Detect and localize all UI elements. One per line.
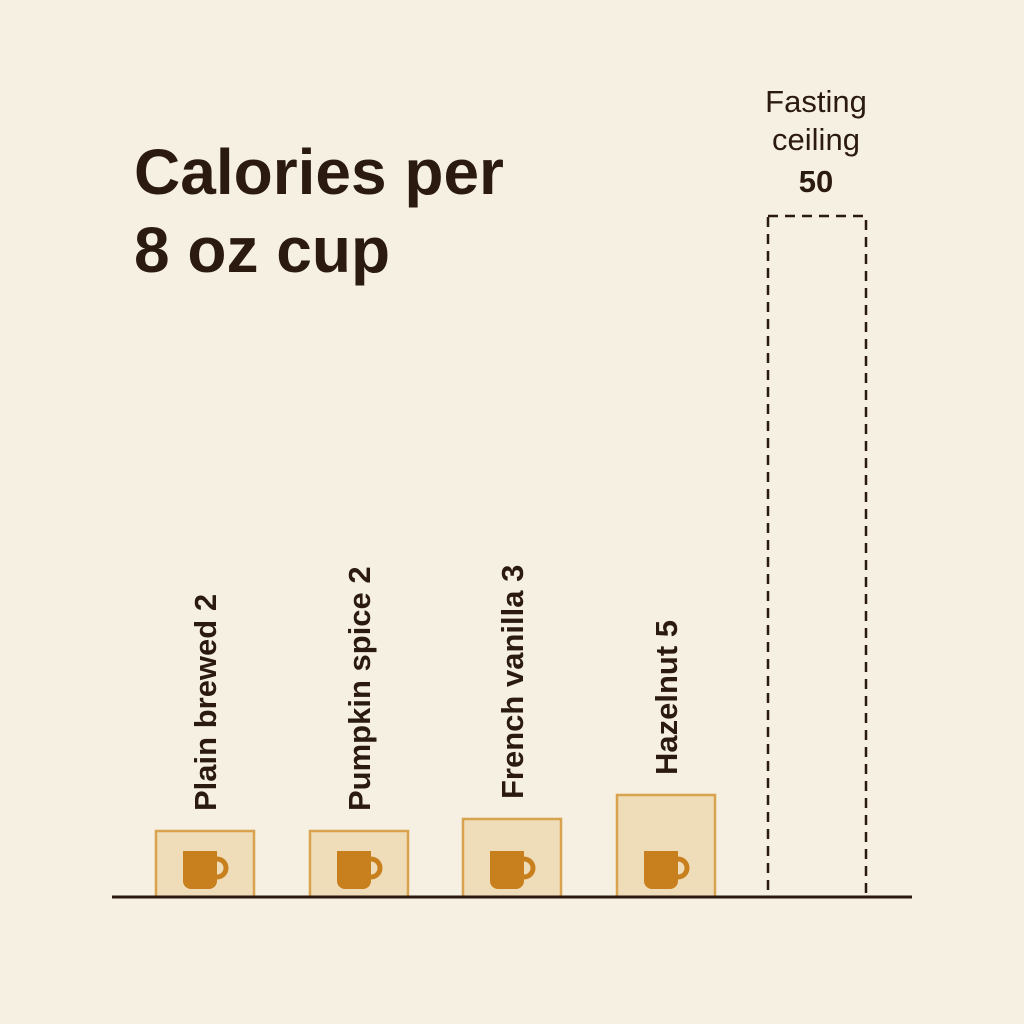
bar-label-plain-brewed: Plain brewed 2 bbox=[188, 594, 223, 811]
coffee-mug-icon bbox=[490, 851, 536, 889]
reference-value-label: 50 bbox=[799, 164, 833, 199]
reference-label-line-1: Fasting bbox=[765, 84, 867, 119]
coffee-mug-icon bbox=[337, 851, 383, 889]
chart-title-line-2: 8 oz cup bbox=[134, 214, 390, 286]
bar-label-french-vanilla: French vanilla 3 bbox=[495, 565, 530, 799]
coffee-mug-icon bbox=[183, 851, 229, 889]
fasting-ceiling-bar bbox=[766, 214, 868, 899]
bar-group: Plain brewed 2 Pumpkin spice 2 French vani… bbox=[154, 214, 868, 899]
bar-label-hazelnut: Hazelnut 5 bbox=[649, 620, 684, 775]
coffee-mug-icon bbox=[644, 851, 690, 889]
chart-title-line-1: Calories per bbox=[134, 136, 504, 208]
bar-label-pumpkin-spice: Pumpkin spice 2 bbox=[342, 566, 377, 811]
reference-label-line-2: ceiling bbox=[772, 122, 860, 157]
